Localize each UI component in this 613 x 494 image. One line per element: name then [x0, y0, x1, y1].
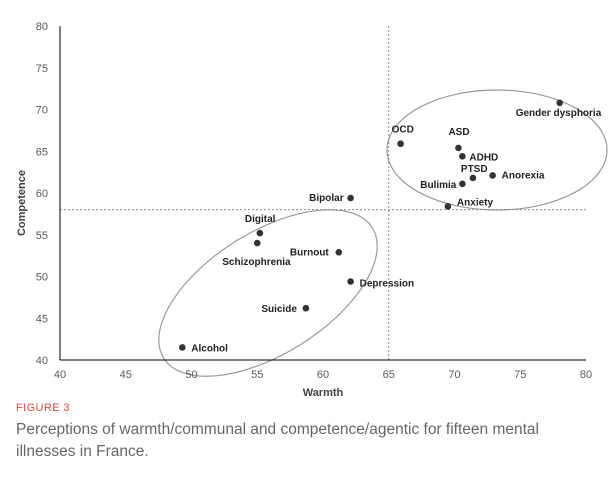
- y-tick-label: 60: [36, 188, 48, 200]
- x-tick-label: 75: [514, 369, 526, 381]
- point-label-bipolar: Bipolar: [309, 193, 344, 204]
- x-tick-label: 55: [251, 369, 263, 381]
- x-tick-label: 50: [185, 369, 197, 381]
- figure-caption: Perceptions of warmth/communal and compe…: [16, 421, 539, 460]
- point-gender-dysphoria: [556, 99, 563, 107]
- point-schizophrenia: [253, 239, 261, 247]
- point-asd: [455, 144, 462, 152]
- x-tick-label: 45: [120, 369, 132, 381]
- point-label-anxiety: Anxiety: [457, 197, 494, 208]
- point-suicide: [302, 304, 310, 312]
- cluster-ellipse-low: [158, 209, 378, 377]
- point-alcohol: [178, 344, 186, 351]
- point-anorexia: [489, 172, 496, 179]
- point-label-burnout: Burnout: [290, 247, 330, 258]
- point-ptsd: [469, 174, 477, 182]
- point-label-gender-dysphoria: Gender dysphoria: [516, 108, 602, 119]
- point-digital: [256, 229, 264, 237]
- tick-labels: 40 45 50 55 60 65 70 75 80 40 45 50 55 60 65 70 75 80: [36, 21, 592, 381]
- y-axis-title: Competence: [16, 170, 28, 236]
- point-label-depression: Depression: [360, 279, 414, 290]
- scatter-chart: 40 45 50 55 60 65 70 75 80 40 45 50 55 60 65 70 75 80 Gen…: [16, 21, 608, 399]
- point-label-asd: ASD: [448, 127, 469, 138]
- point-adhd: [459, 152, 466, 160]
- axes: [59, 26, 586, 361]
- point-label-bulimia: Bulimia: [420, 180, 457, 191]
- point-bipolar: [347, 194, 354, 202]
- x-axis-title: Warmth: [303, 387, 344, 399]
- x-tick-label: 70: [448, 369, 460, 381]
- y-tick-label: 50: [36, 272, 48, 284]
- point-anxiety: [444, 203, 452, 210]
- point-label-alcohol: Alcohol: [191, 343, 228, 354]
- x-tick-label: 40: [54, 369, 66, 381]
- figure-caption-block: FIGURE 3 Perceptions of warmth/communal …: [16, 402, 596, 463]
- point-label-anorexia: Anorexia: [502, 170, 545, 181]
- y-tick-label: 65: [36, 146, 48, 158]
- y-tick-label: 75: [36, 63, 48, 75]
- y-tick-label: 45: [36, 313, 48, 325]
- point-depression: [347, 278, 354, 285]
- point-label-schizophrenia: Schizophrenia: [222, 257, 291, 268]
- y-tick-label: 40: [36, 355, 48, 367]
- point-bulimia: [459, 180, 466, 188]
- point-label-digital: Digital: [245, 214, 276, 225]
- y-tick-label: 80: [36, 21, 48, 33]
- point-label-suicide: Suicide: [261, 304, 297, 315]
- y-tick-label: 70: [36, 105, 48, 117]
- point-label-ocd: OCD: [392, 125, 414, 136]
- x-tick-label: 65: [383, 369, 395, 381]
- y-tick-label: 55: [36, 230, 48, 242]
- point-label-ptsd: PTSD: [461, 164, 488, 175]
- data-points: [178, 99, 563, 351]
- point-burnout: [335, 248, 343, 256]
- figure-label: FIGURE 3: [16, 402, 70, 414]
- point-label-adhd: ADHD: [469, 152, 498, 163]
- point-ocd: [397, 140, 404, 148]
- x-tick-label: 80: [580, 369, 592, 381]
- x-tick-label: 60: [317, 369, 329, 381]
